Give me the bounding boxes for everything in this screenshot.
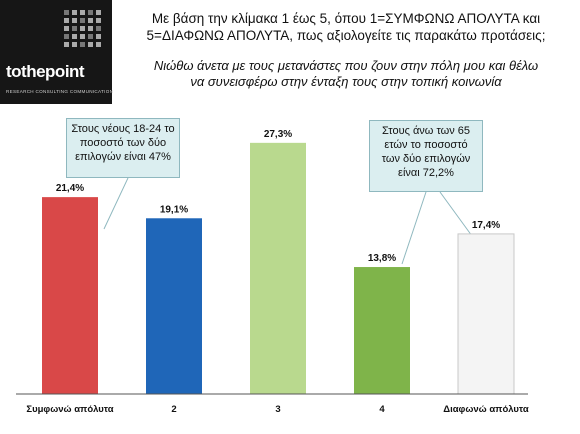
logo-dot — [96, 18, 101, 23]
statement-line-1: Νιώθω άνετα με τους μετανάστες που ζουν … — [153, 58, 539, 73]
survey-statement: Νιώθω άνετα με τους μετανάστες που ζουν … — [118, 58, 574, 90]
logo-dots-icon — [64, 10, 101, 47]
bar-value-label: 21,4% — [56, 183, 84, 194]
bar — [457, 233, 515, 395]
survey-question: Με βάση την κλίμακα 1 έως 5, όπου 1=ΣΥΜΦ… — [118, 10, 574, 44]
logo-dot — [72, 34, 77, 39]
logo-dot — [72, 42, 77, 47]
callout-right-pointer — [401, 191, 427, 265]
logo-dot — [88, 42, 93, 47]
bar-value-label: 17,4% — [472, 220, 500, 231]
logo-dot — [80, 34, 85, 39]
logo-name: tothepoint — [6, 62, 85, 81]
logo-dot — [64, 42, 69, 47]
logo-dot — [88, 18, 93, 23]
statement-line-2: να συνεισφέρω στην ένταξη τους στην τοπι… — [190, 74, 502, 89]
bar — [42, 197, 98, 394]
logo-dot — [64, 26, 69, 31]
bar — [146, 218, 202, 394]
x-tick-label: 3 — [275, 404, 280, 415]
question-line-2: 5=ΔΙΑΦΩΝΩ ΑΠΟΛΥΤΑ, πως αξιολογείτε τις π… — [146, 28, 546, 43]
logo-dot — [88, 26, 93, 31]
bar-value-label: 19,1% — [160, 204, 188, 215]
callout-right-pointer-2 — [439, 191, 473, 237]
logo-dot — [64, 34, 69, 39]
logo-dot — [96, 26, 101, 31]
logo-dot — [88, 34, 93, 39]
logo-dot — [80, 18, 85, 23]
logo: tothepoint RESEARCH CONSULTING COMMUNICA… — [0, 0, 114, 104]
logo-dot — [72, 26, 77, 31]
logo-dot — [96, 42, 101, 47]
x-tick-label: Διαφωνώ απόλυτα — [443, 404, 529, 415]
logo-tagline: RESEARCH CONSULTING COMMUNICATION — [6, 89, 114, 94]
callout-youth: Στους νέους 18-24 το ποσοστό των δύο επι… — [66, 118, 180, 178]
logo-dot — [80, 26, 85, 31]
logo-dot — [80, 10, 85, 15]
logo-dot — [64, 10, 69, 15]
bar-value-label: 13,8% — [368, 253, 396, 264]
bar-value-label: 27,3% — [264, 129, 292, 140]
x-tick-label: 4 — [379, 404, 385, 415]
logo-dot — [72, 10, 77, 15]
bar — [354, 267, 410, 394]
question-line-1: Με βάση την κλίμακα 1 έως 5, όπου 1=ΣΥΜΦ… — [151, 11, 541, 26]
logo-dot — [72, 18, 77, 23]
callout-left-pointer — [103, 177, 129, 230]
logo-dot — [64, 18, 69, 23]
bar — [250, 142, 306, 394]
logo-dot — [88, 10, 93, 15]
x-tick-label: Συμφωνώ απόλυτα — [26, 404, 113, 415]
logo-dot — [96, 34, 101, 39]
logo-dot — [80, 42, 85, 47]
x-tick-label: 2 — [171, 404, 176, 415]
logo-dot — [96, 10, 101, 15]
callout-seniors: Στους άνω των 65 ετών το ποσοστό των δύο… — [369, 120, 483, 192]
